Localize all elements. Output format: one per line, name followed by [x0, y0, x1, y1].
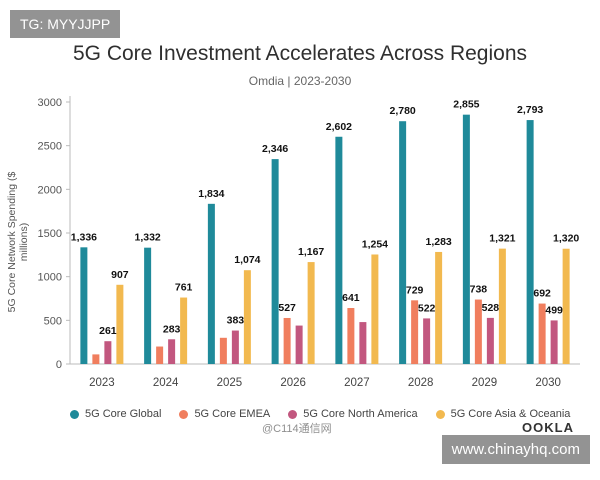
data-label: 2,780: [389, 105, 415, 117]
bar: [219, 337, 227, 364]
chart-title: 5G Core Investment Accelerates Across Re…: [72, 42, 528, 65]
data-label: 261: [99, 325, 117, 337]
data-label: 383: [227, 315, 245, 327]
y-tick-label: 0: [56, 359, 62, 371]
y-tick-label: 2500: [38, 141, 62, 153]
data-label: 1,283: [425, 236, 451, 248]
data-label: 692: [533, 288, 551, 300]
legend-swatch-north-america: [288, 409, 298, 419]
x-tick-label: 2027: [344, 377, 370, 389]
data-label: 2,602: [326, 121, 352, 133]
bar: [104, 341, 112, 364]
y-tick-label: 500: [44, 315, 62, 327]
tg-tag: TG: MYYJJPP: [10, 10, 121, 38]
legend-label-north-america: 5G Core North America: [303, 408, 418, 420]
legend-swatch-asia-oceania: [435, 409, 445, 419]
legend-label-global: 5G Core Global: [85, 408, 162, 420]
bar: [486, 317, 494, 364]
bar: [283, 317, 291, 364]
x-tick-label: 2026: [280, 377, 306, 389]
legend-item-global: 5G Core Global: [70, 408, 161, 420]
bar: [550, 320, 558, 364]
legend-item-asia-oceania: 5G Core Asia & Oceania: [435, 408, 571, 420]
x-tick-label: 2029: [472, 377, 498, 389]
ookla-logo: OOKLA: [522, 420, 574, 435]
legend-item-north-america: 5G Core North America: [288, 408, 418, 420]
bar: [168, 339, 176, 364]
bar: [243, 270, 251, 364]
data-label: 1,336: [71, 231, 97, 243]
y-tick-label: 1000: [38, 272, 62, 284]
bar: [474, 299, 482, 364]
data-label: 907: [111, 269, 129, 281]
data-label: 499: [545, 304, 563, 316]
bar: [462, 114, 470, 364]
bar: [538, 303, 546, 364]
bar: [180, 297, 188, 364]
data-label: 528: [482, 302, 500, 314]
x-tick-label: 2025: [217, 377, 243, 389]
bar: [562, 248, 570, 364]
data-label: 641: [342, 292, 360, 304]
legend-label-emea: 5G Core EMEA: [194, 408, 271, 420]
data-label: 738: [470, 284, 488, 296]
data-label: 283: [163, 323, 181, 335]
data-label: 1,834: [198, 188, 224, 200]
legend-swatch-global: [70, 409, 79, 419]
data-label: 522: [418, 302, 436, 314]
legend-label-asia-oceania: 5G Core Asia & Oceania: [450, 408, 571, 420]
y-tick-label: 2000: [38, 184, 62, 196]
bar: [423, 318, 431, 364]
bar: [411, 300, 419, 364]
bar: [116, 284, 124, 364]
bar: [80, 247, 88, 364]
x-tick-label: 2023: [89, 377, 115, 389]
bar: [207, 203, 215, 364]
bar: [526, 120, 534, 364]
bar: [307, 262, 315, 364]
data-label: 1,254: [362, 238, 388, 250]
legend: 5G Core Global 5G Core EMEA 5G Core Nort…: [70, 408, 570, 420]
x-tick-label: 2024: [153, 377, 179, 389]
data-label: 2,793: [517, 104, 543, 116]
data-label: 761: [175, 282, 193, 294]
chart-subtitle: Omdia | 2023-2030: [248, 74, 352, 88]
data-label: 1,074: [234, 254, 260, 266]
bar: [271, 159, 279, 364]
bar: [347, 308, 355, 364]
site-watermark: www.chinayhq.com: [441, 435, 590, 464]
weibo-watermark: @C114通信网: [262, 423, 332, 435]
data-label: 2,855: [453, 99, 479, 111]
bar: [92, 354, 100, 364]
x-tick-label: 2028: [408, 377, 434, 389]
data-label: 1,167: [298, 246, 324, 258]
bar: [335, 136, 343, 364]
bar: [295, 325, 303, 364]
bar: [231, 330, 239, 364]
data-label: 527: [278, 302, 296, 314]
data-label: 1,320: [553, 233, 579, 245]
data-label: 729: [406, 284, 424, 296]
legend-item-emea: 5G Core EMEA: [179, 408, 270, 420]
bar: [359, 322, 367, 364]
bar: [371, 254, 379, 364]
bar: [498, 248, 506, 364]
bar: [399, 121, 407, 364]
y-tick-label: 1500: [38, 228, 62, 240]
data-label: 2,346: [262, 143, 288, 155]
x-tick-label: 2030: [535, 377, 561, 389]
legend-swatch-emea: [179, 409, 189, 419]
data-label: 1,332: [134, 232, 160, 244]
data-label: 1,321: [489, 233, 515, 245]
bar: [156, 346, 164, 364]
y-tick-label: 3000: [38, 97, 62, 109]
bar: [144, 247, 152, 364]
bar: [435, 251, 443, 364]
